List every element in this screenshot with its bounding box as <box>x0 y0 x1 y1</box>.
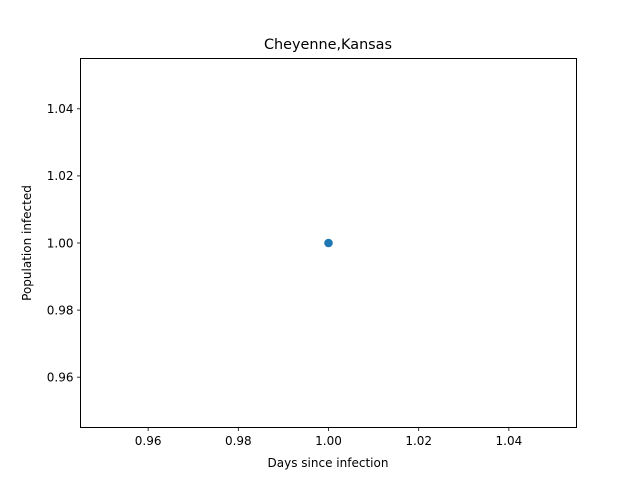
y-tick-label: 1.00 <box>47 236 74 250</box>
y-tick-label: 1.04 <box>47 102 74 116</box>
data-point <box>324 238 333 248</box>
data-points <box>324 238 333 248</box>
x-tick-label: 1.04 <box>496 434 523 448</box>
chart-title: Cheyenne,Kansas <box>264 37 392 53</box>
x-tick-label: 1.02 <box>405 434 432 448</box>
y-tick-label: 0.98 <box>47 303 74 317</box>
x-tick-label: 0.96 <box>135 434 162 448</box>
x-tick-label: 1.00 <box>315 434 342 448</box>
y-tick-label: 1.02 <box>47 169 74 183</box>
plot-area-frame <box>80 58 577 428</box>
y-tick-label: 0.96 <box>47 370 74 384</box>
y-axis-ticks: 0.96 0.98 1.00 1.02 1.04 <box>47 102 81 384</box>
x-axis-ticks: 0.96 0.98 1.00 1.02 1.04 <box>135 427 523 448</box>
x-axis-label: Days since infection <box>268 456 389 470</box>
x-tick-label: 0.98 <box>225 434 252 448</box>
y-axis-label: Population infected <box>20 185 34 301</box>
